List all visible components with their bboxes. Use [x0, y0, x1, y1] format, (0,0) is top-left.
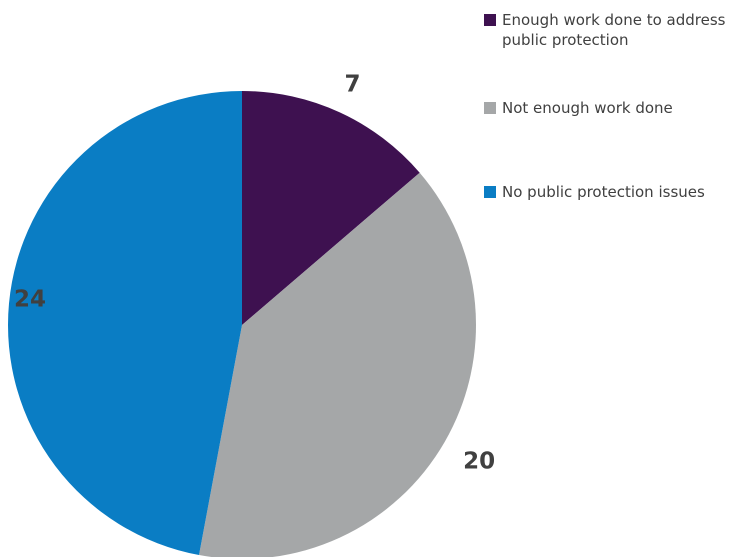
legend-swatch-enough-work	[484, 14, 496, 26]
legend-item-enough-work: Enough work done to address public prote…	[484, 10, 734, 50]
pie-slice-enough-work	[242, 91, 420, 325]
data-label-enough-work: 7	[345, 71, 361, 97]
pie-data-labels: 7 20 24	[14, 71, 495, 474]
pie-slice-no-issues	[7, 91, 243, 556]
data-label-no-issues: 24	[14, 287, 46, 313]
pie-slice-not-enough-work	[199, 172, 476, 557]
legend-label-not-enough-work: Not enough work done	[502, 99, 673, 117]
legend-label-enough-work: Enough work done to address public prote…	[502, 11, 726, 49]
data-label-not-enough-work: 20	[463, 448, 495, 474]
legend-swatch-no-issues	[484, 186, 496, 198]
legend-item-not-enough-work: Not enough work done	[484, 98, 734, 118]
pie-slices	[7, 91, 476, 557]
legend-item-no-issues: No public protection issues	[484, 182, 734, 202]
legend-swatch-not-enough-work	[484, 102, 496, 114]
legend-label-no-issues: No public protection issues	[502, 183, 705, 201]
